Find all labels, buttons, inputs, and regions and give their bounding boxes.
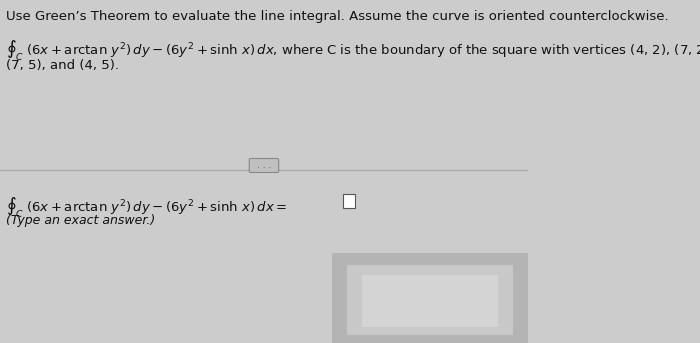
Bar — [343, 194, 355, 208]
FancyBboxPatch shape — [249, 158, 279, 173]
Bar — [332, 253, 528, 343]
Text: (7, 5), and (4, 5).: (7, 5), and (4, 5). — [6, 59, 119, 72]
Text: . . .: . . . — [257, 161, 271, 169]
Text: $\oint_C$ $(6x + \arctan\,y^2)\,dy - (6y^2 + \sinh\,x)\,dx =$: $\oint_C$ $(6x + \arctan\,y^2)\,dy - (6y… — [6, 195, 287, 220]
Text: $\oint_C$ $(6x + \arctan\,y^2)\,dy - (6y^2 + \sinh\,x)\,dx$, where C is the boun: $\oint_C$ $(6x + \arctan\,y^2)\,dy - (6y… — [6, 38, 700, 63]
Text: (Type an exact answer.): (Type an exact answer.) — [6, 214, 155, 227]
Bar — [0, 0, 528, 170]
Text: Use Green’s Theorem to evaluate the line integral. Assume the curve is oriented : Use Green’s Theorem to evaluate the line… — [6, 10, 668, 23]
Bar — [362, 275, 498, 327]
Bar — [347, 265, 513, 335]
Bar — [0, 170, 528, 343]
